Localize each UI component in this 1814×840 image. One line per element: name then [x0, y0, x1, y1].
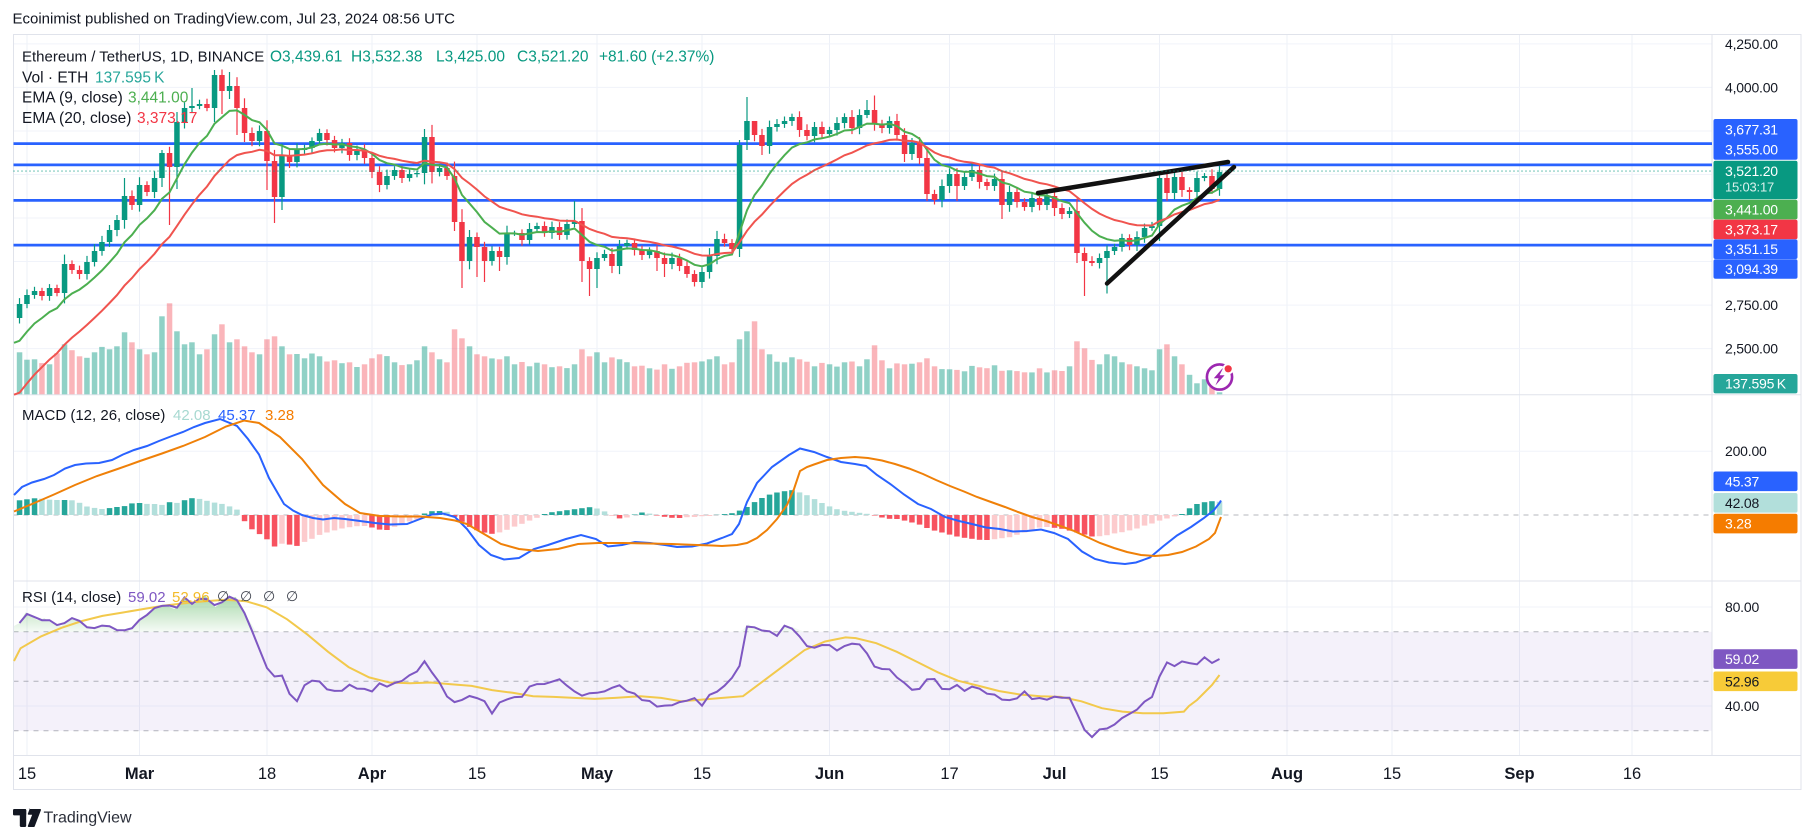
svg-text:Aug: Aug	[1271, 765, 1303, 783]
svg-text:3,373.17: 3,373.17	[137, 110, 197, 127]
svg-text:RSI (14, close): RSI (14, close)	[22, 589, 121, 606]
svg-text:3,373.17: 3,373.17	[1725, 221, 1778, 237]
svg-text:18: 18	[258, 765, 276, 783]
svg-text:45.37: 45.37	[218, 407, 256, 424]
svg-text:59.02: 59.02	[128, 589, 166, 606]
svg-text:17: 17	[940, 765, 958, 783]
svg-text:3,441.00: 3,441.00	[128, 90, 189, 107]
svg-text:2,750.00: 2,750.00	[1725, 297, 1778, 313]
svg-text:C3,521.20: C3,521.20	[517, 49, 589, 66]
svg-text:42.08: 42.08	[1725, 495, 1759, 511]
svg-text:2,500.00: 2,500.00	[1725, 341, 1778, 357]
svg-text:O3,439.61: O3,439.61	[270, 49, 342, 66]
svg-text:H3,532.38: H3,532.38	[351, 49, 423, 66]
svg-text:Sep: Sep	[1504, 765, 1534, 783]
svg-text:15: 15	[1150, 765, 1168, 783]
svg-text:16: 16	[1623, 765, 1641, 783]
svg-text:May: May	[581, 765, 614, 783]
svg-text:∅: ∅	[286, 588, 298, 604]
svg-text:59.02: 59.02	[1725, 651, 1759, 667]
svg-text:Ethereum / TetherUS, 1D, BINAN: Ethereum / TetherUS, 1D, BINANCE	[22, 49, 264, 66]
svg-text:Jun: Jun	[815, 765, 844, 783]
svg-text:15: 15	[18, 765, 36, 783]
svg-text:40.00: 40.00	[1725, 698, 1759, 714]
svg-text:Apr: Apr	[358, 765, 387, 783]
svg-text:TradingView: TradingView	[44, 810, 132, 827]
svg-text:15:03:17: 15:03:17	[1725, 180, 1774, 195]
svg-text:3.28: 3.28	[265, 407, 294, 424]
svg-text:15: 15	[693, 765, 711, 783]
svg-text:3.28: 3.28	[1725, 516, 1752, 532]
svg-text:Ecoinimist published on Tradin: Ecoinimist published on TradingView.com,…	[13, 11, 456, 28]
svg-text:Mar: Mar	[125, 765, 155, 783]
svg-text:∅: ∅	[217, 588, 229, 604]
svg-text:137.595 K: 137.595 K	[95, 70, 165, 87]
svg-text:15: 15	[1383, 765, 1401, 783]
svg-text:52.96: 52.96	[172, 589, 210, 606]
svg-text:Jul: Jul	[1043, 765, 1067, 783]
svg-text:MACD (12, 26, close): MACD (12, 26, close)	[22, 407, 165, 424]
svg-text:3,677.31: 3,677.31	[1725, 121, 1778, 137]
svg-text:15: 15	[468, 765, 486, 783]
svg-text:200.00: 200.00	[1725, 443, 1767, 459]
svg-text:3,351.15: 3,351.15	[1725, 241, 1778, 257]
svg-text:∅: ∅	[263, 588, 275, 604]
svg-text:137.595 K: 137.595 K	[1725, 376, 1787, 392]
svg-text:∅: ∅	[240, 588, 252, 604]
svg-text:EMA (9, close): EMA (9, close)	[22, 90, 123, 107]
svg-text:Vol · ETH: Vol · ETH	[22, 70, 88, 87]
svg-text:42.08: 42.08	[173, 407, 211, 424]
svg-text:80.00: 80.00	[1725, 599, 1759, 615]
svg-text:52.96: 52.96	[1725, 673, 1759, 689]
svg-text:3,094.39: 3,094.39	[1725, 261, 1778, 277]
svg-text:4,000.00: 4,000.00	[1725, 79, 1778, 95]
svg-text:4,250.00: 4,250.00	[1725, 36, 1778, 52]
svg-text:+81.60 (+2.37%): +81.60 (+2.37%)	[599, 49, 714, 66]
svg-text:45.37: 45.37	[1725, 473, 1759, 489]
svg-text:EMA (20, close): EMA (20, close)	[22, 110, 131, 127]
svg-text:3,521.20: 3,521.20	[1725, 163, 1778, 179]
svg-text:3,555.00: 3,555.00	[1725, 142, 1778, 158]
svg-text:L3,425.00: L3,425.00	[436, 49, 505, 66]
svg-text:3,441.00: 3,441.00	[1725, 202, 1778, 218]
